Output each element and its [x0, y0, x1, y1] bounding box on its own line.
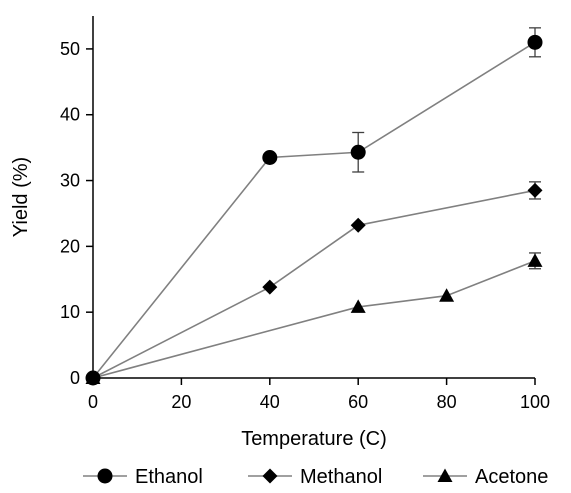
y-ticks: 0 10 20 30 40 50: [60, 39, 93, 388]
legend-marker-acetone: [437, 468, 453, 482]
legend-label-acetone: Acetone: [475, 466, 548, 488]
data-point-methanol: [527, 182, 543, 198]
y-tick-label: 0: [70, 368, 80, 388]
y-tick-label: 10: [60, 302, 80, 322]
legend-item-acetone: Acetone: [423, 466, 548, 488]
data-point-ethanol: [262, 150, 278, 166]
data-point-acetone: [527, 253, 543, 267]
legend-marker-methanol: [262, 468, 278, 484]
y-axis-title: Yield (%): [10, 157, 32, 237]
x-tick-label: 20: [171, 392, 191, 412]
data-point-methanol: [350, 217, 366, 233]
x-tick-label: 60: [348, 392, 368, 412]
legend-item-ethanol: Ethanol: [83, 466, 203, 488]
legend-label-methanol: Methanol: [300, 466, 382, 488]
x-tick-label: 40: [260, 392, 280, 412]
legend-marker-ethanol: [97, 468, 113, 484]
y-tick-label: 30: [60, 171, 80, 191]
series-lines: [92, 41, 536, 379]
y-tick-label: 50: [60, 39, 80, 59]
data-point-ethanol: [350, 144, 366, 160]
series-line-ethanol: [92, 41, 536, 379]
data-point-methanol: [262, 279, 278, 295]
chart-axes: [92, 16, 535, 379]
data-point-acetone: [439, 288, 455, 302]
x-tick-label: 80: [437, 392, 457, 412]
x-tick-label: 100: [520, 392, 550, 412]
legend-item-methanol: Methanol: [248, 466, 382, 488]
legend-label-ethanol: Ethanol: [135, 466, 203, 488]
y-tick-label: 40: [60, 105, 80, 125]
y-tick-label: 20: [60, 236, 80, 256]
data-markers: [85, 34, 543, 386]
data-point-acetone: [350, 299, 366, 313]
x-ticks: 0 20 40 60 80 100: [88, 378, 550, 412]
x-tick-label: 0: [88, 392, 98, 412]
data-point-acetone: [85, 370, 101, 384]
chart-legend: Ethanol Methanol Acetone: [83, 466, 548, 488]
x-axis-title: Temperature (C): [241, 428, 387, 450]
data-point-ethanol: [527, 34, 543, 50]
series-line-methanol: [92, 189, 536, 379]
series-line-acetone: [92, 260, 536, 379]
error-bars: [352, 27, 541, 270]
